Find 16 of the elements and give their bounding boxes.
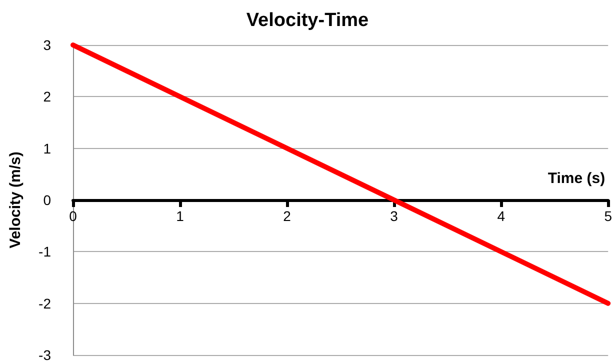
x-tick-label: 4 xyxy=(497,208,506,224)
chart-title: Velocity-Time xyxy=(246,10,369,31)
x-axis-title: Time (s) xyxy=(548,170,606,187)
x-tick-label: 3 xyxy=(390,208,398,224)
x-tick-label: 0 xyxy=(69,208,78,224)
y-axis-title: Velocity (m/s) xyxy=(7,152,24,248)
x-tick-label: 5 xyxy=(604,208,612,224)
y-tick-label: 1 xyxy=(43,140,52,156)
y-tick-label: 2 xyxy=(43,88,52,105)
y-tick-label: 0 xyxy=(43,192,52,208)
y-tick-label: -1 xyxy=(38,244,52,260)
x-tick-label: 1 xyxy=(176,208,184,224)
x-tick-label: 2 xyxy=(283,208,292,224)
y-tick-label: -3 xyxy=(38,347,52,362)
y-tick-label: -2 xyxy=(38,295,52,312)
y-tick-label: 3 xyxy=(43,37,52,53)
